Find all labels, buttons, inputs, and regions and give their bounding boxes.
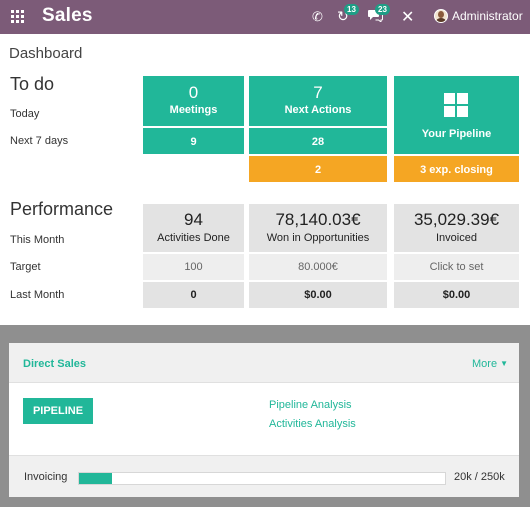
invoicing-progress-bar[interactable] xyxy=(78,472,446,485)
sales-team-card: Direct Sales More ▼ PIPELINE Pipeline Ana… xyxy=(9,343,519,497)
user-avatar[interactable] xyxy=(434,9,448,23)
next-actions-tile[interactable]: 7 Next Actions xyxy=(249,76,387,126)
next-actions-next7-tile[interactable]: 28 xyxy=(249,128,387,154)
next-actions-label: Next Actions xyxy=(284,104,352,116)
next-actions-count: 7 xyxy=(313,83,323,102)
meetings-tile[interactable]: 0 Meetings xyxy=(143,76,244,126)
todo-title: To do xyxy=(10,74,55,94)
your-pipeline-tile[interactable]: Your Pipeline xyxy=(394,76,519,154)
pipeline-button[interactable]: PIPELINE xyxy=(23,398,93,424)
breadcrumb: Dashboard xyxy=(9,45,83,62)
pipeline-grid-icon xyxy=(444,93,468,117)
card-header: Direct Sales More ▼ xyxy=(9,343,519,383)
invoicing-value: 20k / 250k xyxy=(454,471,505,483)
apps-menu-icon[interactable] xyxy=(11,10,25,23)
your-pipeline-label: Your Pipeline xyxy=(421,128,492,140)
chat-count-badge: 23 xyxy=(375,4,390,15)
card-title[interactable]: Direct Sales xyxy=(23,358,86,370)
invoicing-label: Invoicing xyxy=(24,471,68,483)
invoiced-tile[interactable]: 35,029.39€ Invoiced xyxy=(394,204,519,252)
performance-title: Performance xyxy=(10,199,114,219)
activities-done-value: 94 xyxy=(184,210,203,229)
activities-done-label: Activities Done xyxy=(157,232,230,244)
row-label-today: Today xyxy=(10,108,40,120)
app-title[interactable]: Sales xyxy=(42,5,93,26)
meetings-next7-count: 9 xyxy=(190,136,197,148)
close-icon[interactable]: ✕ xyxy=(401,9,415,26)
won-opportunities-value: 78,140.03€ xyxy=(275,210,361,229)
phone-icon[interactable]: ✆ xyxy=(312,9,323,24)
invoiced-target-cell[interactable]: Click to set xyxy=(394,254,519,280)
activities-target-cell[interactable]: 100 xyxy=(143,254,244,280)
activity-count-badge: 13 xyxy=(344,4,359,15)
exp-closing-label: 3 exp. closing xyxy=(420,164,493,176)
won-opportunities-label: Won in Opportunities xyxy=(266,232,370,244)
next-actions-overdue-tile[interactable]: 2 xyxy=(249,156,387,182)
meetings-next7-tile[interactable]: 9 xyxy=(143,128,244,154)
more-label: More xyxy=(472,358,498,370)
row-label-last-month: Last Month xyxy=(10,289,65,301)
activity-icon[interactable]: ↻ xyxy=(337,8,349,24)
won-opportunities-tile[interactable]: 78,140.03€ Won in Opportunities xyxy=(249,204,387,252)
user-name[interactable]: Administrator xyxy=(452,9,523,23)
invoiced-label: Invoiced xyxy=(436,232,477,244)
more-dropdown[interactable]: More ▼ xyxy=(472,358,508,370)
row-label-next7: Next 7 days xyxy=(10,135,69,147)
caret-down-icon: ▼ xyxy=(500,359,508,368)
activities-done-tile[interactable]: 94 Activities Done xyxy=(143,204,244,252)
pipeline-analysis-link[interactable]: Pipeline Analysis xyxy=(269,399,352,411)
row-label-target: Target xyxy=(10,261,41,273)
opportunities-target-cell[interactable]: 80.000€ xyxy=(249,254,387,280)
next-actions-overdue-count: 2 xyxy=(314,164,322,176)
card-footer: Invoicing 20k / 250k xyxy=(9,455,519,497)
invoiced-last-month-cell: $0.00 xyxy=(394,282,519,308)
activities-last-month-cell: 0 xyxy=(143,282,244,308)
row-label-this-month: This Month xyxy=(10,234,65,246)
activities-analysis-link[interactable]: Activities Analysis xyxy=(269,418,356,430)
invoiced-value: 35,029.39€ xyxy=(413,210,500,229)
meetings-label: Meetings xyxy=(169,104,218,116)
opportunities-last-month-cell: $0.00 xyxy=(249,282,387,308)
meetings-count: 0 xyxy=(188,83,199,102)
invoicing-progress-fill xyxy=(79,473,112,484)
exp-closing-tile[interactable]: 3 exp. closing xyxy=(394,156,519,182)
next-actions-next7-count: 28 xyxy=(311,136,325,148)
top-navbar: Sales ✆ ↻ 13 23 ✕ Administrator xyxy=(0,0,530,34)
